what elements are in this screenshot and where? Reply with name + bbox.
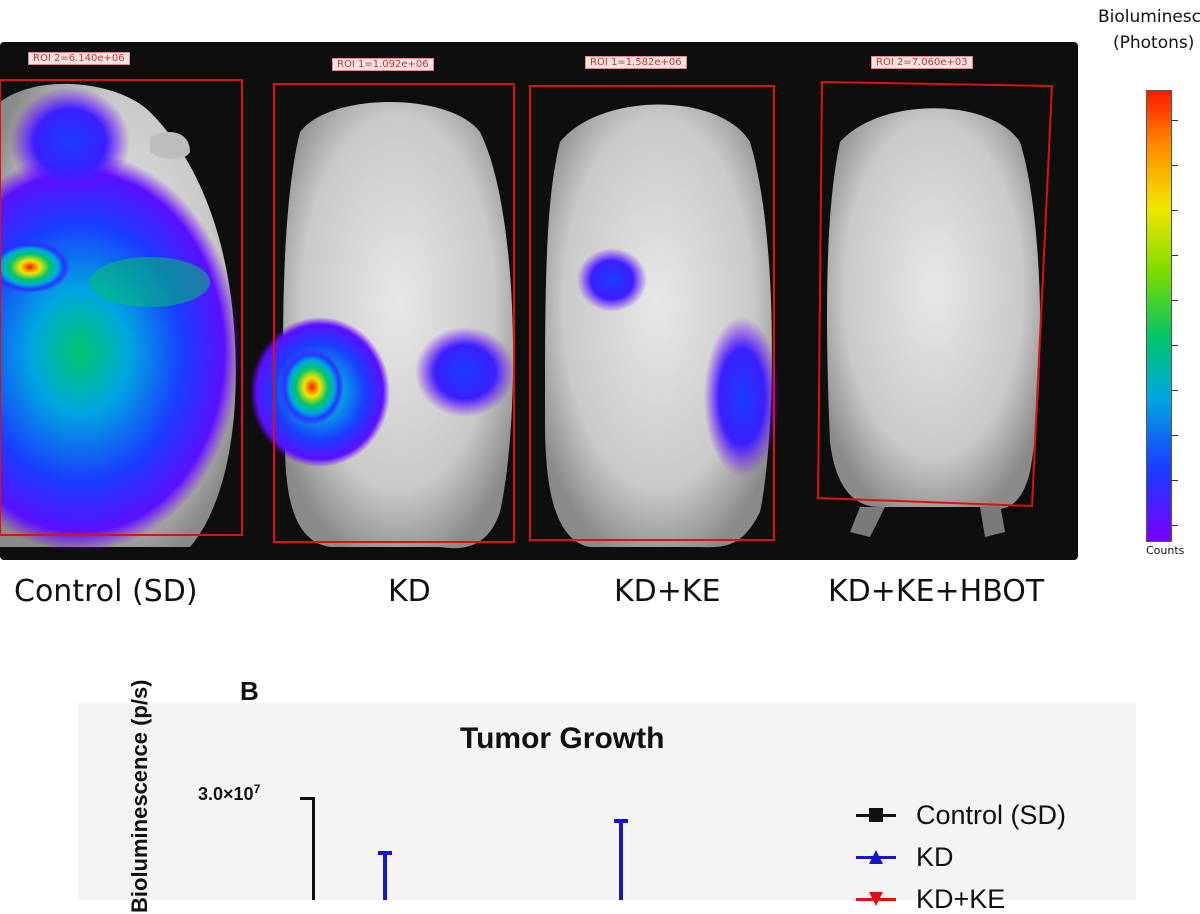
roi-label-kd-ke: ROI 1=1.582e+06: [585, 56, 687, 69]
legend-label: Control (SD): [916, 800, 1067, 830]
colorbar-counts-label: Counts: [1146, 544, 1185, 557]
chart-title: Tumor Growth: [460, 722, 665, 755]
colorbar-title-line1: Bioluminescence: [1098, 7, 1200, 27]
colorbar-title: Bioluminescence (Photons): [1098, 4, 1200, 56]
roi-label-control: ROI 2=6.140e+06: [28, 52, 130, 65]
y-tick-label-top: 3.0×107: [198, 782, 260, 805]
panel-letter-b: B: [240, 676, 259, 706]
y-axis-line: [312, 797, 315, 900]
colorbar-tick: [1172, 525, 1178, 526]
colorbar-tick: [1172, 165, 1178, 166]
roi-label-kd-ke-hbot: ROI 2=7.060e+03: [871, 56, 973, 69]
group-label-kd-ke: KD+KE: [614, 574, 721, 609]
mouse-image-kd: [250, 83, 515, 549]
colorbar-tick: [1172, 435, 1178, 436]
colorbar-tick: [1172, 120, 1178, 121]
legend-label: KD: [916, 842, 954, 872]
colorbar-tick: [1172, 300, 1178, 301]
group-label-kd: KD: [388, 574, 431, 609]
mouse-images: [0, 79, 1054, 552]
mouse-image-control: [0, 79, 243, 552]
y-tick-exponent: 7: [253, 782, 261, 796]
error-bar: [619, 819, 623, 900]
roi-label-kd: ROI 1=1.092e+06: [332, 58, 434, 71]
error-bar: [383, 851, 387, 900]
group-label-kd-ke-hbot: KD+KE+HBOT: [828, 574, 1045, 609]
colorbar-title-line2: (Photons): [1113, 33, 1195, 53]
mouse-image-kd-ke: [529, 85, 780, 548]
legend-triangle-down-marker-icon: [869, 892, 883, 906]
colorbar-tick: [1172, 345, 1178, 346]
mouse-image-kd-ke-hbot: [816, 80, 1054, 537]
y-axis-label: Bioluminescence (p/s): [127, 679, 152, 913]
colorbar-tick: [1172, 480, 1178, 481]
y-axis-tick: [300, 797, 314, 800]
colorbar-tick: [1172, 210, 1178, 211]
y-tick-base: 10: [233, 784, 254, 804]
legend-square-marker-icon: [869, 808, 883, 822]
group-label-control: Control (SD): [14, 574, 198, 609]
legend-triangle-up-marker-icon: [869, 850, 883, 864]
y-tick-mantissa: 3.0: [198, 784, 224, 804]
bioluminescence-image-panel: ROI 2=6.140e+06 ROI 1=1.092e+06 ROI 1=1.…: [0, 42, 1078, 560]
y-tick-times: ×: [223, 784, 234, 804]
colorbar-tick: [1172, 390, 1178, 391]
legend-label: KD+KE: [916, 884, 1006, 914]
tumor-growth-chart-panel: [78, 703, 1136, 900]
colorbar: [1146, 90, 1172, 542]
colorbar-tick: [1172, 255, 1178, 256]
